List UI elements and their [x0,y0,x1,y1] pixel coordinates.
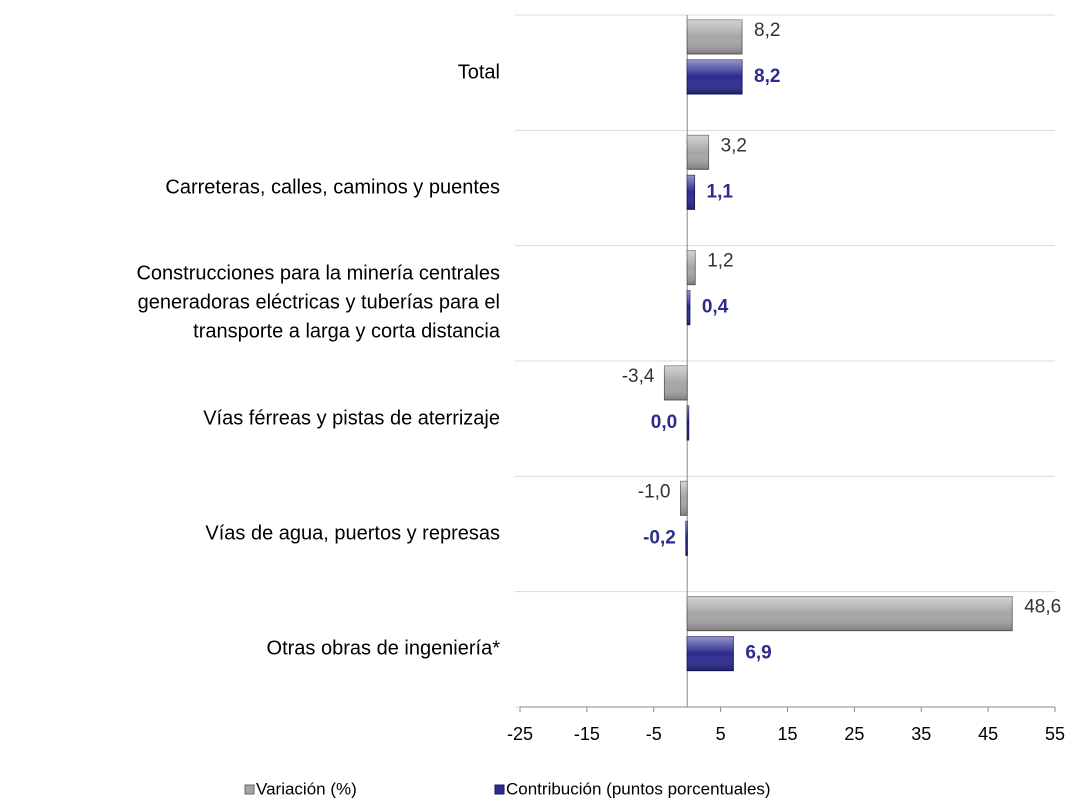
bar-shade [687,636,734,671]
legend-label: Contribución (puntos porcentuales) [506,779,771,798]
legend-marker [494,784,505,795]
value-label: 6,9 [745,643,771,664]
bar-shade [687,60,743,94]
bar-shade [687,596,1013,631]
x-tick-label: -25 [507,724,533,744]
legend-label: Variación (%) [256,779,357,798]
value-label: 8,2 [754,66,780,87]
category-label: Carreteras, calles, caminos y puentes [165,176,500,199]
x-tick-label: 15 [777,724,797,744]
bar-shade [687,135,709,170]
legend-marker [244,784,255,795]
x-tick-label: 25 [844,724,864,744]
value-label: 0,4 [702,297,729,318]
value-label: 1,1 [707,181,734,202]
bar-shade [687,20,743,54]
category-label: Otras obras de ingeniería* [266,637,500,660]
bar-shade [687,290,690,325]
value-label: 1,2 [707,251,733,272]
x-tick-label: -5 [646,724,662,744]
bar-shade [685,521,688,556]
category-label: Construcciones para la minería centrales… [136,262,500,343]
x-tick-label: 35 [911,724,931,744]
value-label: -0,2 [643,527,676,548]
x-tick-label: 45 [978,724,998,744]
value-label: -1,0 [638,481,671,502]
category-label: Vías férreas y pistas de aterrizaje [203,407,500,430]
value-label: 0,0 [651,412,677,433]
category-label: Vías de agua, puertos y represas [205,522,500,545]
bar-shade [687,250,696,285]
bar-shade [687,406,689,440]
bar-shade [664,366,688,400]
category-label: Total [457,61,500,84]
value-label: 8,2 [754,20,780,41]
value-label: -3,4 [622,366,655,387]
value-label: 3,2 [721,135,747,156]
bar-shade [680,481,688,516]
value-label: 48,6 [1024,597,1061,618]
x-tick-label: 5 [716,724,726,744]
x-tick-label: 55 [1045,724,1065,744]
x-tick-label: -15 [574,724,600,744]
bar-shade [687,175,695,210]
